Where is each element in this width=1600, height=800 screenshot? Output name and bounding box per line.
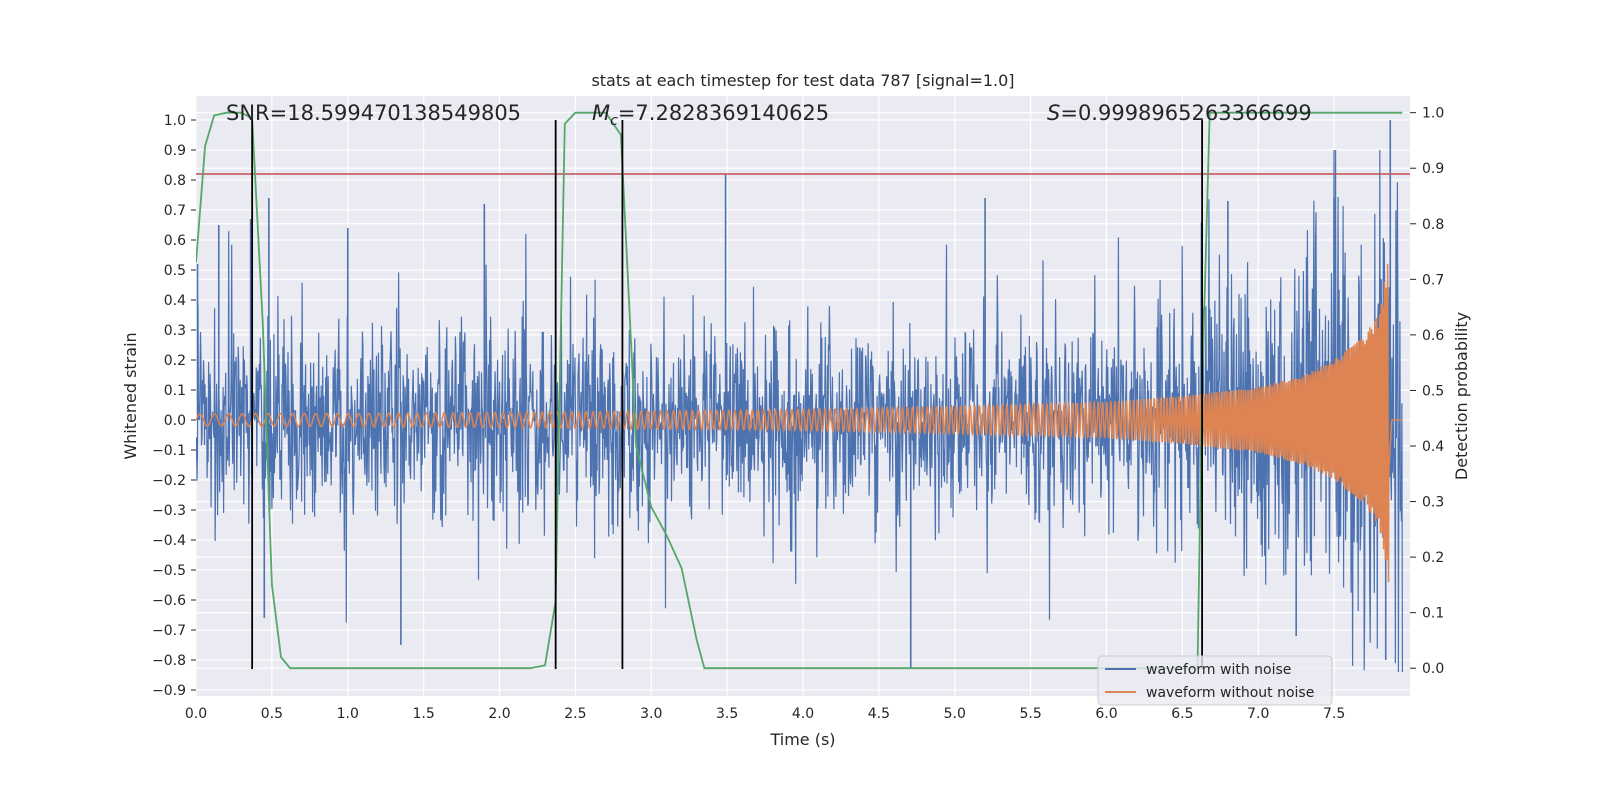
y2-tick-label: 0.8 bbox=[1422, 217, 1444, 233]
x-axis-ticks: 0.0 0.5 1.0 1.5 2.0 2.5 3.0 3.5 4.0 4.5 5.0 5.5 6.0 6… bbox=[185, 706, 1345, 722]
y2-tick-label: 0.2 bbox=[1422, 550, 1444, 566]
x-axis-label: Time (s) bbox=[769, 730, 835, 749]
series-clean-line bbox=[196, 263, 1403, 583]
x-tick-label: 7.5 bbox=[1323, 706, 1345, 722]
y-tick-label: −0.9 bbox=[152, 683, 186, 699]
y-tick-label: −0.5 bbox=[152, 563, 186, 579]
y2-axis-label: Detection probability bbox=[1452, 312, 1471, 480]
y2-tick-label: 0.0 bbox=[1422, 661, 1444, 677]
y-tick-label: 0.0 bbox=[164, 413, 186, 429]
x-tick-label: 6.0 bbox=[1095, 706, 1117, 722]
x-tick-label: 7.0 bbox=[1247, 706, 1269, 722]
y2-tick-label: 0.5 bbox=[1422, 383, 1444, 399]
x-tick-label: 0.5 bbox=[261, 706, 283, 722]
y2-tick-label: 0.3 bbox=[1422, 495, 1444, 511]
x-tick-label: 1.5 bbox=[412, 706, 434, 722]
y-tick-label: 1.0 bbox=[164, 113, 186, 129]
x-tick-label: 3.5 bbox=[716, 706, 738, 722]
y2-tick-label: 0.6 bbox=[1422, 328, 1444, 344]
y2-tick-label: 0.4 bbox=[1422, 439, 1444, 455]
y-axis-label: Whitened strain bbox=[121, 332, 140, 459]
y-tick-label: 0.3 bbox=[164, 323, 186, 339]
x-tick-label: 4.5 bbox=[868, 706, 890, 722]
y-tick-label: −0.6 bbox=[152, 593, 186, 609]
y-axis-ticks: 1.0 0.9 0.8 0.7 0.6 0.5 0.4 0.3 0.2 0.1 0.0 −0.1 −0.… bbox=[152, 113, 196, 699]
legend-box bbox=[1097, 655, 1333, 706]
vertical-markers bbox=[251, 120, 1204, 669]
y-tick-label: 0.1 bbox=[164, 383, 186, 399]
y2-tick-label: 0.9 bbox=[1422, 161, 1444, 177]
y-tick-label: −0.4 bbox=[152, 533, 186, 549]
y-tick-label: 0.8 bbox=[164, 173, 186, 189]
y-tick-label: −0.8 bbox=[152, 653, 186, 669]
x-tick-label: 6.5 bbox=[1171, 706, 1193, 722]
x-tick-label: 4.0 bbox=[792, 706, 814, 722]
s-value: =0.9998965263366699 bbox=[1060, 101, 1311, 125]
y-tick-label: 0.9 bbox=[164, 143, 186, 159]
snr-annotation: SNR=18.599470138549805 bbox=[226, 101, 521, 125]
x-tick-label: 5.0 bbox=[944, 706, 966, 722]
y-tick-label: −0.1 bbox=[152, 443, 186, 459]
s-annotation: S=0.9998965263366699 bbox=[1047, 101, 1312, 125]
y-tick-label: 0.5 bbox=[164, 263, 186, 279]
y2-axis-ticks: 1.0 0.9 0.8 0.7 0.6 0.5 0.4 0.3 0.2 0.1 0.0 bbox=[1410, 106, 1444, 677]
x-tick-label: 1.0 bbox=[337, 706, 359, 722]
mc-value: =7.2828369140625 bbox=[618, 101, 829, 125]
x-tick-label: 2.5 bbox=[564, 706, 586, 722]
s-symbol: S bbox=[1047, 101, 1060, 125]
x-tick-label: 5.5 bbox=[1019, 706, 1041, 722]
mc-symbol: M bbox=[592, 101, 610, 125]
x-tick-label: 2.0 bbox=[488, 706, 510, 722]
y2-tick-label: 0.1 bbox=[1422, 606, 1444, 622]
legend: waveform with noise waveform without noi… bbox=[1097, 655, 1333, 706]
legend-label-noise: waveform with noise bbox=[1146, 662, 1291, 678]
y-tick-label: 0.2 bbox=[164, 353, 186, 369]
y-tick-label: −0.3 bbox=[152, 503, 186, 519]
y2-tick-label: 1.0 bbox=[1422, 106, 1444, 122]
y-tick-label: 0.6 bbox=[164, 233, 186, 249]
x-tick-label: 3.0 bbox=[640, 706, 662, 722]
chirp-mass-annotation: Mc=7.2828369140625 bbox=[592, 101, 829, 129]
x-tick-label: 0.0 bbox=[185, 706, 207, 722]
chart-title: stats at each timestep for test data 787… bbox=[591, 71, 1014, 90]
mc-subscript: c bbox=[610, 113, 618, 129]
legend-label-clean: waveform without noise bbox=[1146, 685, 1314, 701]
y-tick-label: 0.7 bbox=[164, 203, 186, 219]
y-tick-label: −0.2 bbox=[152, 473, 186, 489]
y2-tick-label: 0.7 bbox=[1422, 272, 1444, 288]
y-tick-label: 0.4 bbox=[164, 293, 186, 309]
y-tick-label: −0.7 bbox=[152, 623, 186, 639]
